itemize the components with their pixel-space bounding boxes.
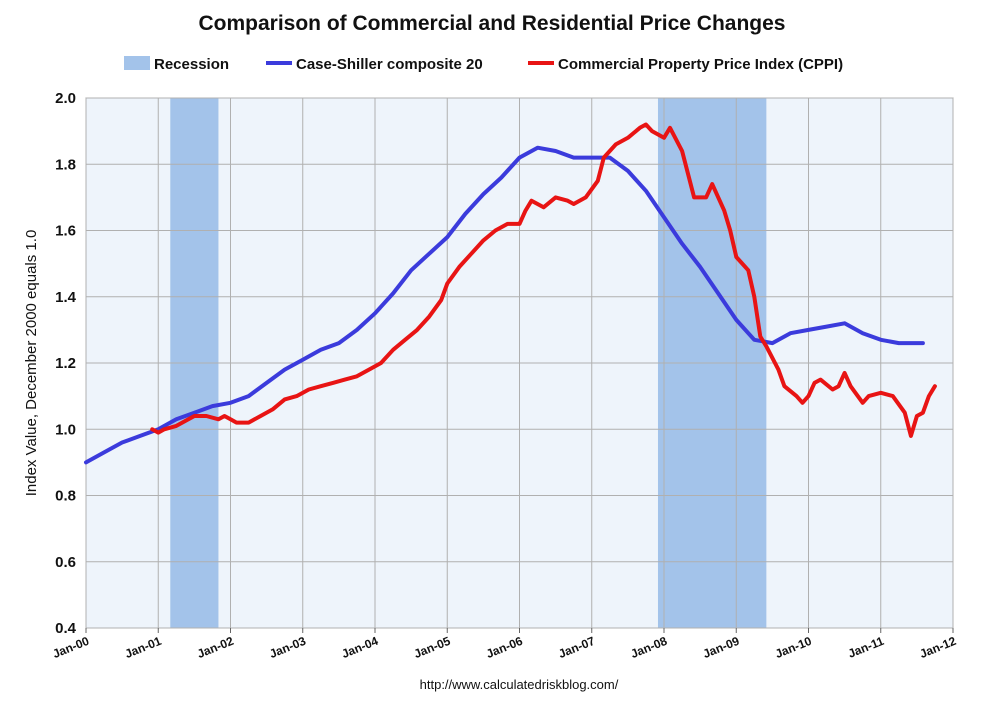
legend-label-recession: Recession	[154, 56, 229, 73]
x-axis-ticks: Jan-00 Jan-01 Jan-02 Jan-03 Jan-04 Jan-05 Jan-…	[51, 628, 959, 661]
y-tick-label: 1.4	[55, 289, 77, 306]
legend-label-cppi: Commercial Property Price Index (CPPI)	[558, 56, 843, 73]
x-tick-label: Jan-07	[556, 634, 597, 661]
source-url: http://www.calculatedriskblog.com/	[420, 677, 619, 692]
series-lines	[84, 122, 937, 465]
y-tick-label: 2.0	[55, 90, 76, 107]
y-axis-ticks: 0.4 0.6 0.8 1.0 1.2 1.4 1.6 1.8 2.0	[55, 90, 77, 637]
y-tick-label: 0.4	[55, 620, 77, 637]
x-tick-label: Jan-04	[340, 634, 381, 661]
y-tick-label: 1.0	[55, 421, 76, 438]
y-axis-label: Index Value, December 2000 equals 1.0	[23, 230, 40, 497]
x-tick-label: Jan-06	[484, 634, 525, 661]
x-tick-label: Jan-08	[629, 634, 670, 661]
y-tick-label: 1.8	[55, 156, 76, 173]
legend-swatch-recession	[124, 56, 150, 70]
x-tick-label: Jan-02	[195, 634, 236, 661]
x-tick-label: Jan-00	[51, 634, 92, 661]
x-tick-label: Jan-03	[267, 634, 308, 661]
x-tick-label: Jan-12	[918, 634, 959, 661]
x-tick-label: Jan-01	[123, 634, 164, 661]
series-line-cppi	[150, 122, 937, 438]
x-tick-label: Jan-11	[846, 634, 886, 661]
legend-label-case-shiller: Case-Shiller composite 20	[296, 56, 483, 73]
y-tick-label: 0.8	[55, 488, 76, 505]
x-tick-label: Jan-10	[773, 634, 814, 661]
y-tick-label: 1.2	[55, 355, 76, 372]
x-tick-label: Jan-09	[701, 634, 742, 661]
series-line-case-shiller	[84, 145, 925, 465]
legend: Recession Case-Shiller composite 20 Comm…	[124, 56, 843, 73]
chart-title: Comparison of Commercial and Residential…	[199, 12, 786, 35]
y-tick-label: 0.6	[55, 554, 76, 571]
x-tick-label: Jan-05	[412, 634, 453, 661]
y-tick-label: 1.6	[55, 223, 76, 240]
